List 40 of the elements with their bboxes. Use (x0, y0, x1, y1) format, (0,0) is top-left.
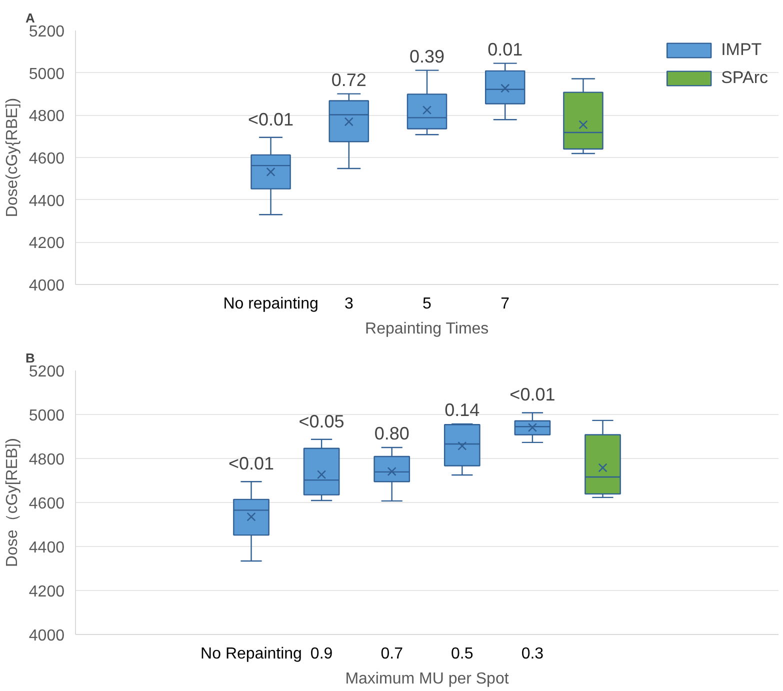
y-tick-label: 5200 (28, 24, 65, 40)
y-tick-label: 4000 (28, 628, 65, 644)
y-tick-label: 4200 (28, 235, 65, 252)
y-axis-title: Dose(cGy{RBE]) (4, 98, 21, 218)
legend-label: SPArc (721, 68, 768, 88)
x-tick-label: No repainting (223, 296, 318, 312)
x-tick-label: 7 (500, 296, 510, 312)
y-tick-label: 4800 (28, 108, 65, 126)
y-axis-title: Dose（cGy[REB]) (4, 438, 21, 567)
chart-title: A (26, 10, 36, 26)
x-tick-label: 5 (422, 296, 432, 312)
x-tick-label: No Repainting (200, 646, 302, 662)
y-tick-label: 4400 (28, 192, 65, 210)
annotation: <0.01 (510, 384, 556, 405)
annotation: <0.01 (248, 109, 294, 130)
legend-label: IMPT (721, 40, 762, 60)
y-tick-label: 4600 (28, 150, 65, 168)
y-tick-label: 4800 (28, 452, 65, 468)
y-tick-label: 4200 (28, 584, 65, 600)
y-tick-label: 5000 (28, 408, 65, 424)
x-tick-label: 0.5 (451, 646, 474, 662)
annotation: <0.01 (228, 454, 274, 474)
x-axis-title: Repainting Times (365, 320, 489, 338)
x-tick-label: 0.7 (380, 646, 404, 662)
annotation: 0.39 (409, 46, 445, 66)
y-tick-label: 4000 (28, 278, 65, 294)
y-tick-label: 4400 (28, 540, 65, 556)
x-tick-label: 0.3 (521, 646, 544, 662)
annotation: 0.80 (374, 424, 410, 444)
annotation: 0.14 (444, 400, 480, 420)
annotation: 0.01 (488, 39, 523, 60)
annotation: <0.05 (298, 411, 344, 432)
y-tick-label: 4600 (28, 496, 65, 512)
x-tick-label: 0.9 (310, 646, 333, 662)
chart-title: B (26, 350, 35, 366)
y-tick-label: 5000 (28, 66, 65, 83)
x-tick-label: 3 (344, 296, 354, 312)
annotation: 0.72 (331, 70, 366, 90)
x-axis-title: Maximum MU per Spot (345, 670, 510, 688)
y-tick-label: 5200 (28, 364, 65, 380)
